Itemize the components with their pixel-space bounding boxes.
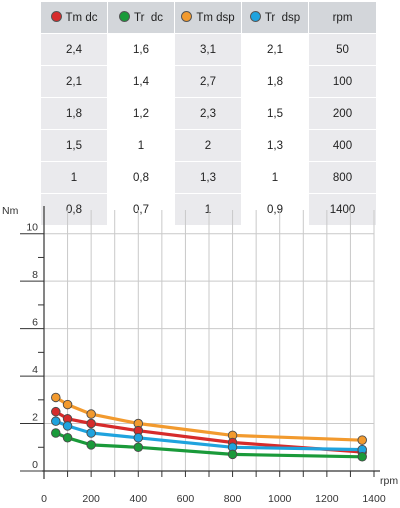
data-point: [62, 399, 73, 410]
table-cell: 1400: [308, 193, 377, 226]
table-cell: 1,3: [241, 129, 309, 162]
table-cell: 1,2: [107, 97, 175, 130]
table-cell: 50: [308, 33, 377, 66]
table-cell: 3,1: [174, 33, 242, 66]
table-cell: 1,3: [174, 161, 242, 194]
table-row: 1 0,8 1,3 1 800: [40, 161, 377, 194]
table-header-label: Tm dc: [65, 12, 98, 24]
table-cell: 1,8: [241, 65, 309, 98]
y-tick-label: 0: [32, 459, 38, 471]
table-cell: 2: [174, 129, 242, 162]
y-tick-label: 4: [32, 364, 38, 376]
x-tick-label: 600: [177, 493, 195, 505]
x-tick-label: 800: [224, 493, 242, 505]
table-cell: 0,7: [107, 193, 175, 226]
data-point: [357, 452, 367, 462]
y-tick-label: 8: [32, 269, 38, 281]
x-tick-label: 1400: [362, 493, 386, 505]
y-tick-label: 6: [32, 317, 38, 329]
table-row: 2,1 1,4 2,7 1,8 100: [40, 65, 377, 98]
table-header-cell: Tm dsp: [174, 1, 242, 34]
table-header-label: Tr dc: [134, 12, 163, 24]
data-point: [51, 416, 61, 426]
table-cell: 2,1: [241, 33, 309, 66]
table-row: 0,8 0,7 1 0,9 1400: [40, 193, 377, 226]
data-point: [51, 428, 61, 438]
table-cell: 1: [241, 161, 309, 194]
table-cell: 0,8: [107, 161, 175, 194]
table-header-row: Tm dc Tr dc Tm dsp Tr dsp rpm: [40, 1, 377, 34]
table-header-cell: Tr dsp: [241, 1, 309, 34]
data-point: [357, 435, 367, 445]
table-header-label: rpm: [332, 11, 353, 24]
table-cell: 1,6: [107, 33, 175, 66]
table-cell: 1: [174, 193, 242, 226]
table-row: 1,8 1,2 2,3 1,5 200: [40, 97, 377, 130]
x-tick-label: 1000: [268, 493, 292, 505]
data-point: [133, 442, 144, 453]
legend-dot: [50, 11, 62, 22]
legend-dot: [119, 11, 131, 22]
data-point: [51, 406, 61, 417]
data-point: [86, 428, 96, 438]
torque-chart: 0 2 4 6 8 10 0 200 400 600 800 1000 1200 1400 Nm rpm: [2, 205, 398, 505]
y-axis-label: Nm: [2, 205, 19, 217]
table-cell: 0,8: [40, 193, 108, 226]
data-point: [227, 449, 238, 460]
legend-dot: [181, 11, 193, 22]
table-cell: 0,9: [241, 193, 309, 226]
table-row: 1,5 1 2 1,3 400: [40, 129, 377, 162]
y-tick-label: 2: [32, 412, 38, 424]
x-tick-label: 400: [130, 493, 148, 505]
table-cell: 1,5: [241, 97, 309, 130]
data-point: [133, 433, 144, 443]
table-header-label: Tm dsp: [196, 12, 235, 24]
table-cell: 200: [308, 97, 377, 130]
table-cell: 1: [107, 129, 175, 162]
table-body: 2,4 1,6 3,1 2,1 50 2,1 1,4 2,7 1,8 100 1,8 1,2 2,3 1,…: [40, 33, 377, 226]
table-cell: 1,8: [40, 97, 108, 130]
data-point: [86, 418, 96, 429]
table-cell: 2,3: [174, 97, 242, 130]
table-cell: 400: [308, 129, 377, 162]
data-point: [51, 392, 61, 403]
x-tick-label: 1200: [315, 493, 339, 505]
data-point: [62, 421, 73, 431]
table-cell: 1: [40, 161, 108, 194]
data-point: [86, 409, 96, 419]
x-tick-label: 0: [41, 493, 47, 505]
table-cell: 100: [308, 65, 377, 98]
table-header-label: Tr dsp: [264, 12, 301, 24]
data-table: Tm dc Tr dc Tm dsp Tr dsp rpm 2,4 1,6 3,1 2,1 50…: [40, 1, 377, 226]
data-point: [62, 433, 73, 443]
table-header-cell: rpm: [308, 1, 377, 34]
table-row: 2,4 1,6 3,1 2,1 50: [40, 33, 377, 66]
y-tick-label: 10: [26, 222, 38, 234]
legend-dot: [249, 11, 261, 22]
table-cell: 2,1: [40, 65, 108, 98]
table-header-cell: Tm dc: [40, 1, 108, 34]
table-cell: 2,7: [174, 65, 242, 98]
table-header-cell: Tr dc: [107, 1, 175, 34]
x-tick-label: 200: [82, 493, 100, 505]
table-cell: 1,5: [40, 129, 108, 162]
x-axis-label: rpm: [380, 475, 398, 487]
table-cell: 1,4: [107, 65, 175, 98]
table-cell: 2,4: [40, 33, 108, 66]
table-cell: 800: [308, 161, 377, 194]
data-point: [86, 440, 96, 450]
